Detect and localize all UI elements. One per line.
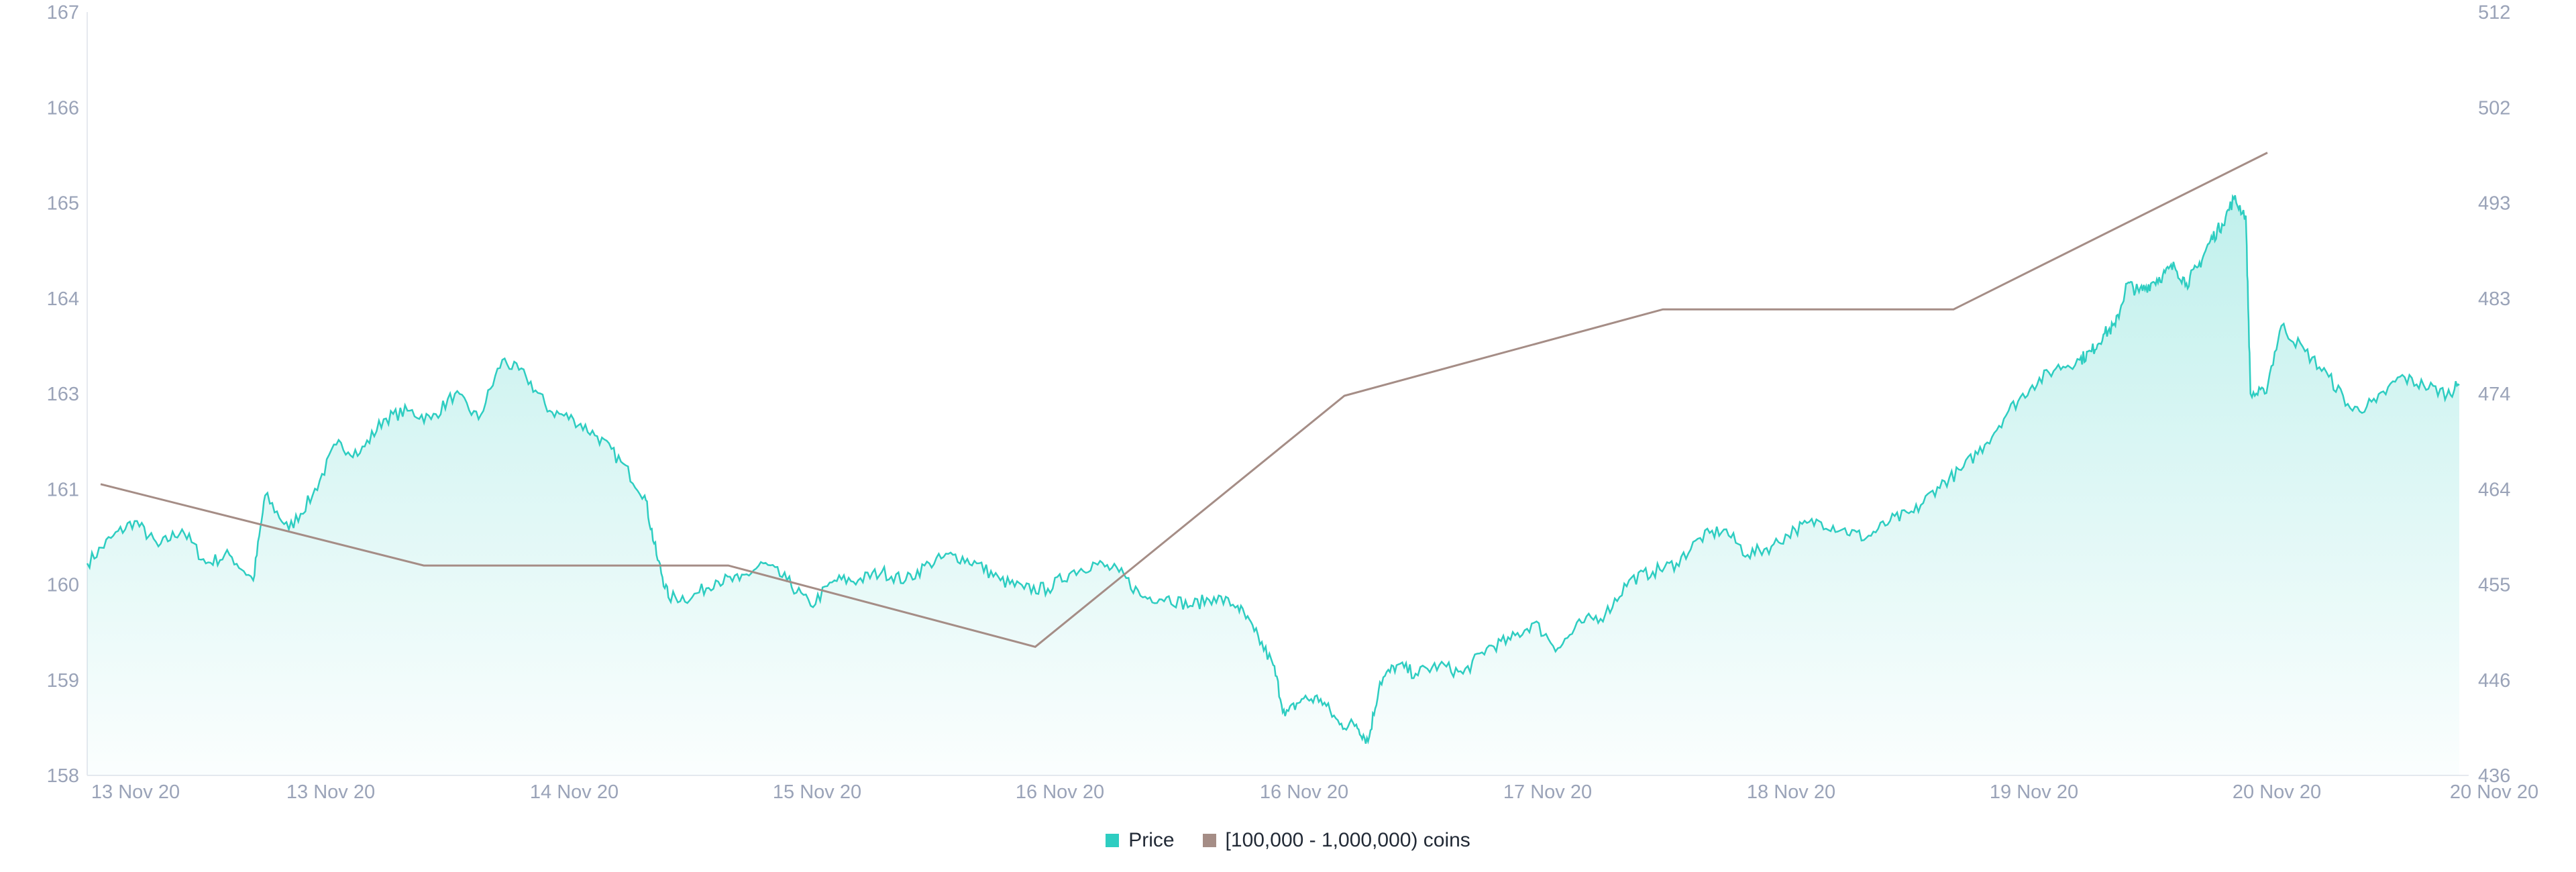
left-y-tick-label: 166: [47, 97, 79, 119]
x-axis-ticks: 13 Nov 20 13 Nov 20 14 Nov 20 15 Nov 20 16 N…: [91, 781, 2538, 803]
left-y-tick-label: 164: [47, 288, 79, 310]
right-y-tick-label: 512: [2478, 2, 2510, 23]
right-y-tick-label: 446: [2478, 670, 2510, 692]
left-y-tick-label: 163: [47, 384, 79, 405]
left-y-tick-label: 159: [47, 670, 79, 692]
legend-item-price[interactable]: Price: [1106, 829, 1175, 852]
right-y-tick-label: 464: [2478, 479, 2510, 500]
right-y-tick-label: 474: [2478, 384, 2510, 405]
legend-coins-label: [100,000 - 1,000,000) coins: [1225, 829, 1470, 851]
price-area: [87, 195, 2459, 775]
coins-series-line: [100, 152, 2268, 648]
left-y-tick-label: 158: [47, 765, 79, 787]
price-series-line: [86, 194, 2460, 745]
right-y-tick-label: 502: [2478, 97, 2510, 119]
x-tick-label: 20 Nov 20: [2233, 781, 2321, 803]
right-y-tick-label: 483: [2478, 288, 2510, 310]
x-tick-label: 16 Nov 20: [1016, 781, 1104, 803]
right-y-tick-label: 455: [2478, 575, 2510, 596]
x-tick-label: 15 Nov 20: [773, 781, 861, 803]
left-y-tick-label: 165: [47, 193, 79, 215]
left-y-tick-label: 161: [47, 479, 79, 500]
chart-legend: Price [100,000 - 1,000,000) coins: [0, 829, 2576, 852]
right-y-tick-label: 493: [2478, 193, 2510, 215]
right-y-tick-label: 436: [2478, 765, 2510, 787]
x-tick-label: 16 Nov 20: [1260, 781, 1348, 803]
x-tick-label: 14 Nov 20: [530, 781, 619, 803]
x-tick-label: 13 Nov 20: [286, 781, 375, 803]
x-tick-label: 18 Nov 20: [1747, 781, 1835, 803]
left-y-tick-label: 167: [47, 2, 79, 23]
price-swatch-icon: [1106, 834, 1120, 847]
coins-swatch-icon: [1202, 834, 1216, 847]
x-tick-label: 19 Nov 20: [1990, 781, 2078, 803]
x-tick-label: 13 Nov 20: [91, 781, 180, 803]
x-tick-label: 20 Nov 20: [2450, 781, 2538, 803]
legend-price-label: Price: [1128, 829, 1175, 851]
left-y-axis-ticks: 167 166 165 164 163 161 160 159 158: [47, 2, 79, 787]
legend-item-coins[interactable]: [100,000 - 1,000,000) coins: [1202, 829, 1470, 852]
x-tick-label: 17 Nov 20: [1503, 781, 1592, 803]
left-y-tick-label: 160: [47, 575, 79, 596]
right-y-axis-ticks: 512 502 493 483 474 464 455 446 436: [2478, 2, 2510, 787]
